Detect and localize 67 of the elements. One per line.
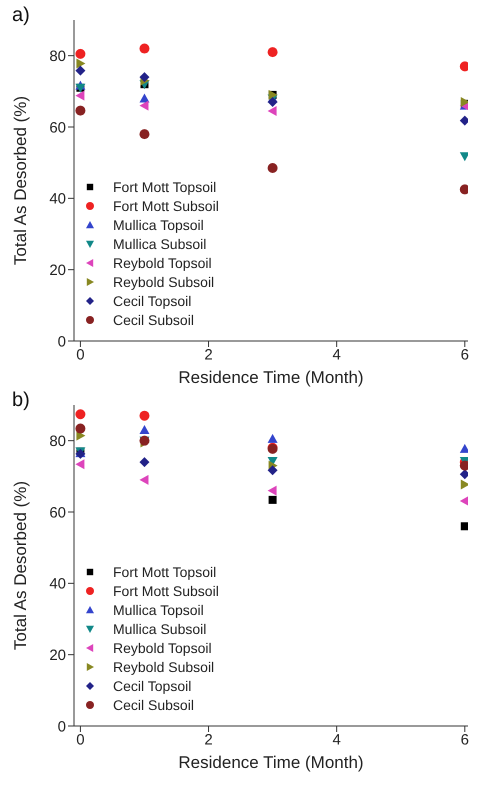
y-tick-label: 40 bbox=[49, 190, 66, 208]
y-tick-label: 20 bbox=[49, 646, 66, 664]
y-tick-label: 80 bbox=[49, 432, 66, 450]
point bbox=[75, 459, 84, 470]
legend-label: Mullica Topsoil bbox=[113, 216, 204, 232]
point bbox=[460, 522, 468, 530]
point bbox=[268, 496, 277, 504]
legend-label: Fort Mott Subsoil bbox=[113, 198, 219, 214]
point bbox=[268, 97, 278, 108]
point bbox=[268, 434, 278, 443]
legend-label: Reybold Topsoil bbox=[113, 640, 212, 656]
y-axis-title: Total As Desorbed (%) bbox=[11, 480, 30, 650]
legend-label: Mullica Topsoil bbox=[113, 602, 204, 618]
point bbox=[75, 48, 86, 59]
y-tick-label: 60 bbox=[49, 119, 66, 136]
legend-label: Reybold Subsoil bbox=[113, 274, 214, 290]
y-tick-label: 20 bbox=[49, 262, 66, 279]
point bbox=[139, 93, 150, 102]
point bbox=[268, 106, 277, 116]
legend-label: Cecil Topsoil bbox=[113, 678, 192, 694]
y-tick-label: 0 bbox=[58, 333, 66, 350]
x-tick-label: 6 bbox=[460, 732, 469, 749]
y-tick-label: 80 bbox=[49, 48, 66, 65]
point bbox=[139, 424, 150, 434]
legend-label: Cecil Topsoil bbox=[113, 292, 192, 308]
legend-label: Cecil Subsoil bbox=[113, 696, 194, 712]
point bbox=[75, 409, 86, 420]
point bbox=[268, 486, 277, 496]
x-axis-title: Residence Time (Month) bbox=[178, 753, 364, 772]
point bbox=[139, 474, 148, 485]
point bbox=[139, 410, 150, 421]
point bbox=[139, 457, 150, 468]
x-tick-label: 4 bbox=[332, 346, 341, 364]
point bbox=[75, 106, 86, 116]
y-axis-title: Total As Desorbed (%) bbox=[11, 96, 30, 266]
point bbox=[268, 163, 278, 174]
point bbox=[268, 47, 278, 58]
x-tick-label: 6 bbox=[460, 346, 469, 364]
point bbox=[76, 58, 86, 69]
y-tick-label: 0 bbox=[58, 718, 66, 736]
x-tick-label: 2 bbox=[204, 346, 213, 364]
legend-label: Mullica Subsoil bbox=[113, 236, 206, 252]
point bbox=[268, 465, 278, 476]
legend-label: Mullica Subsoil bbox=[113, 620, 206, 636]
y-tick-label: 40 bbox=[49, 576, 66, 593]
text: b) bbox=[12, 389, 30, 412]
x-axis-title: Residence Time (Month) bbox=[178, 368, 364, 387]
point bbox=[139, 129, 150, 140]
point bbox=[139, 100, 148, 111]
legend-label: Fort Mott Subsoil bbox=[113, 582, 219, 598]
point bbox=[139, 44, 150, 54]
legend-label: Fort Mott Topsoil bbox=[113, 178, 216, 194]
legend-label: Fort Mott Topsoil bbox=[113, 564, 216, 580]
y-tick-label: 60 bbox=[49, 504, 66, 522]
text: a) bbox=[12, 4, 30, 27]
point bbox=[75, 66, 86, 76]
point bbox=[139, 72, 150, 82]
x-tick-label: 0 bbox=[76, 732, 85, 749]
legend-label: Cecil Subsoil bbox=[113, 312, 194, 328]
legend-label: Reybold Subsoil bbox=[113, 658, 214, 674]
x-tick-label: 2 bbox=[204, 732, 213, 749]
legend-label: Reybold Topsoil bbox=[113, 254, 212, 270]
point bbox=[75, 424, 86, 434]
x-tick-label: 4 bbox=[332, 732, 341, 749]
x-tick-label: 0 bbox=[76, 346, 85, 364]
point bbox=[460, 496, 468, 506]
point bbox=[75, 90, 84, 101]
